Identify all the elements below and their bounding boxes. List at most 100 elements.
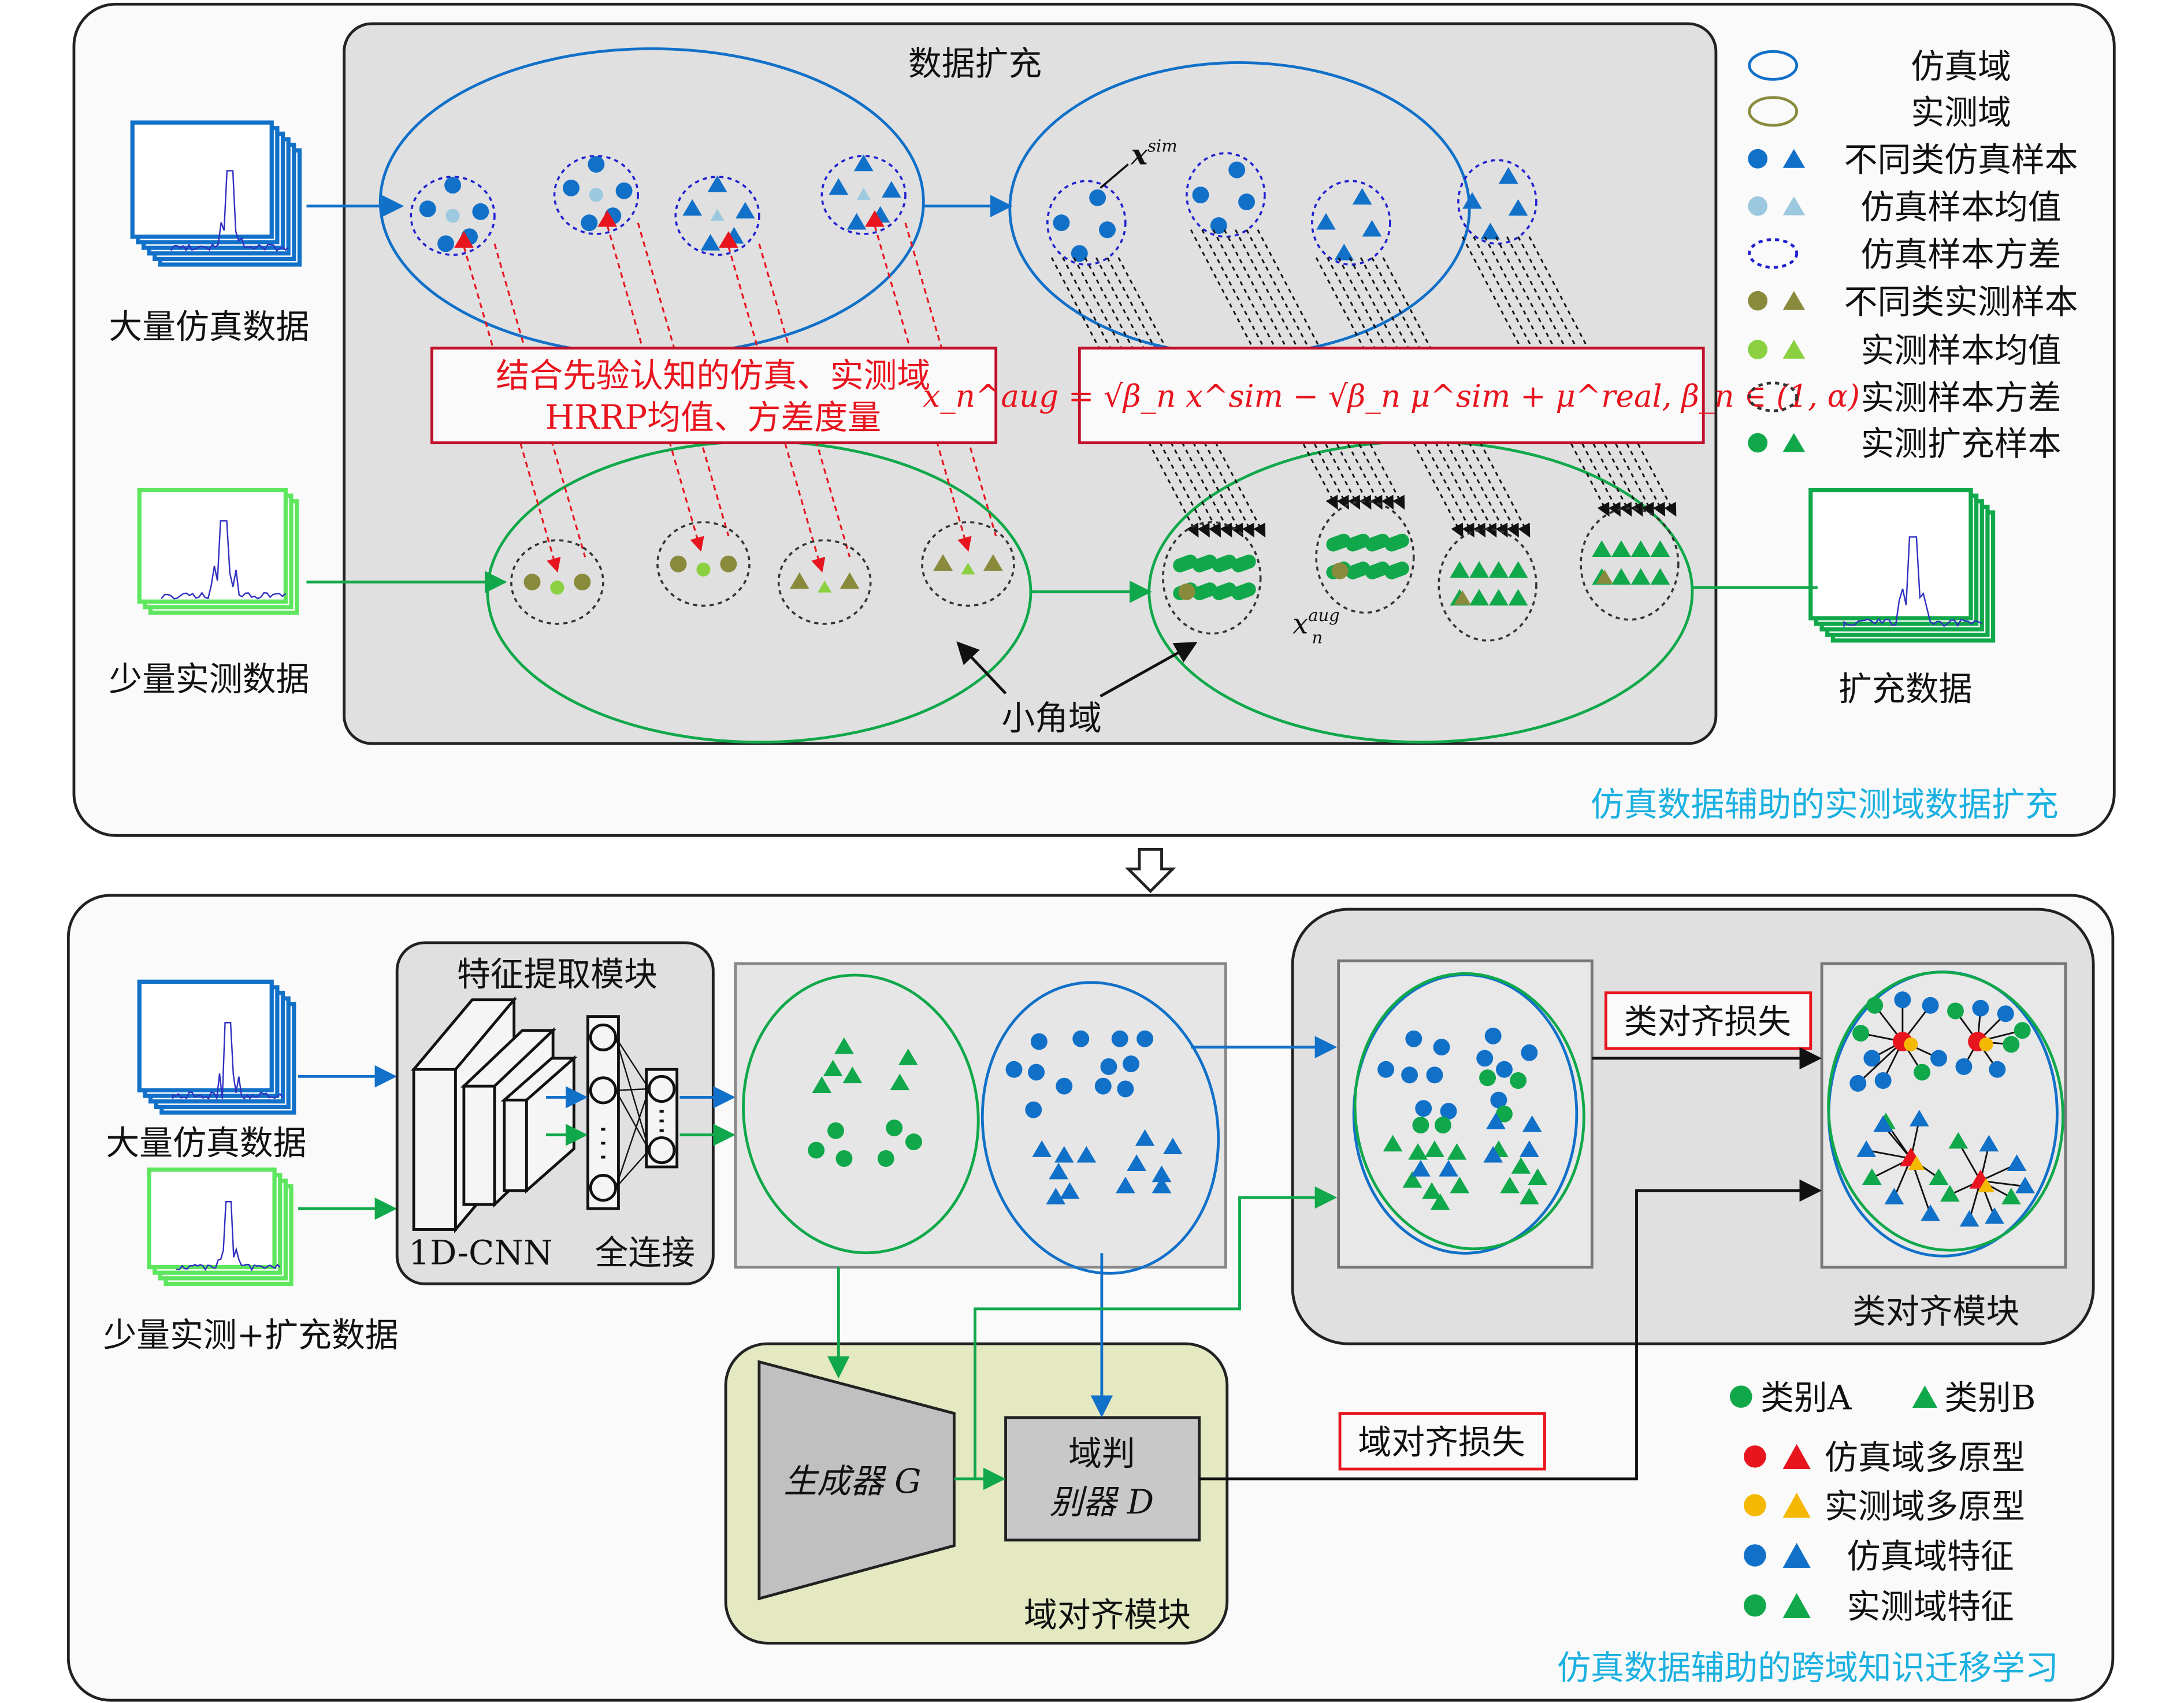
point-circle: [524, 574, 541, 590]
point-circle: [588, 156, 604, 173]
point-circle: [1510, 1072, 1526, 1089]
point-circle: [1955, 1058, 1972, 1075]
point-circle: [616, 183, 633, 199]
point-circle: [1136, 1031, 1153, 1047]
point-circle: [1412, 1117, 1429, 1133]
point-circle: [1930, 1050, 1947, 1066]
feature-module-title: 特征提取模块: [457, 955, 658, 994]
point-circle: [563, 180, 580, 196]
point-circle: [1748, 149, 1767, 169]
point-circle: [1072, 1031, 1089, 1047]
class-module-label: 类对齐模块: [1852, 1292, 2019, 1331]
point-circle: [1435, 1117, 1451, 1133]
sim-data-stack-icon: [139, 981, 294, 1113]
point-circle: [589, 188, 603, 202]
expanded-data-stack-icon: [1811, 490, 1993, 640]
point-circle: [446, 209, 460, 223]
top-panel: 数据扩充 大量仿真数据 少量实测数据 扩充数据 结合先验认知的仿真、实测域 HR…: [74, 4, 2114, 835]
point-circle: [1112, 1031, 1128, 1047]
point-circle: [1228, 162, 1245, 179]
legend-class-a: 类别A: [1760, 1378, 1852, 1417]
down-arrow-icon: [1128, 849, 1173, 891]
augmentation-formula: x_n^aug = √β_n x^sim − √β_n μ^sim + μ^re…: [923, 378, 1860, 414]
legend-sim-feature: 仿真域特征: [1847, 1537, 2014, 1576]
real-augmented-data-label: 少量实测+扩充数据: [103, 1315, 398, 1355]
legend-label: 实测域: [1911, 93, 2011, 132]
point-circle: [1997, 1005, 2014, 1022]
discriminator-label-line2: 别器 D: [1050, 1482, 1154, 1522]
point-circle: [1476, 1050, 1493, 1066]
point-circle: [1178, 583, 1195, 600]
point-circle: [1238, 194, 1255, 210]
point-circle: [1123, 1055, 1139, 1072]
point-circle: [1852, 1025, 1869, 1042]
legend-class-b: 类别B: [1944, 1378, 2036, 1417]
real-data-stack-icon: [149, 1170, 291, 1284]
point-circle: [1332, 563, 1349, 579]
cnn-label: 1D-CNN: [408, 1233, 552, 1273]
point-circle: [1405, 1031, 1422, 1047]
point-circle: [1377, 1061, 1394, 1078]
augmentation-title: 数据扩充: [908, 44, 1042, 83]
point-circle: [2003, 1036, 2019, 1053]
legend-real-feature: 实测域特征: [1847, 1587, 2014, 1626]
real-data-label: 少量实测数据: [109, 660, 309, 699]
point-circle: [581, 214, 597, 231]
point-circle: [1904, 1038, 1918, 1051]
point-circle: [1031, 1033, 1048, 1050]
generator-label: 生成器 G: [783, 1462, 921, 1501]
class-align-before-box: [1339, 961, 1592, 1267]
point-circle: [1748, 340, 1767, 359]
discriminator-label-line1: 域判: [1068, 1434, 1135, 1473]
top-caption: 仿真数据辅助的实测域数据扩充: [1591, 785, 2059, 824]
point-circle: [1748, 291, 1767, 311]
point-circle: [1053, 214, 1070, 231]
point-circle: [419, 200, 436, 217]
point-circle: [670, 556, 687, 572]
small-angle-domain-label: 小角域: [1001, 698, 1102, 738]
point-circle: [574, 574, 590, 590]
point-circle: [1028, 1064, 1045, 1081]
point-circle: [905, 1133, 922, 1150]
point-circle: [1433, 1039, 1450, 1055]
point-circle: [1989, 1061, 2005, 1078]
legend-label: 仿真域: [1911, 47, 2011, 86]
legend-label: 不同类实测样本: [1844, 282, 2078, 321]
point-circle: [1875, 1072, 1892, 1089]
bottom-panel: 大量仿真数据 少量实测+扩充数据 特征提取模块 1D-CNN 全连接: [68, 895, 2113, 1700]
point-circle: [696, 563, 710, 577]
point-circle: [472, 203, 489, 220]
legend-label: 实测样本方差: [1861, 378, 2062, 418]
point-circle: [1117, 1081, 1134, 1098]
legend-label: 不同类仿真样本: [1844, 140, 2078, 179]
point-circle: [1401, 1066, 1418, 1083]
data-frame: [139, 490, 285, 601]
point-circle: [886, 1120, 902, 1136]
legend-real-prototype: 实测域多原型: [1825, 1486, 2025, 1526]
point-circle: [1922, 997, 1939, 1014]
point-circle: [550, 581, 564, 594]
data-frame: [139, 981, 272, 1090]
point-circle: [1849, 1075, 1866, 1092]
feature-space-box: [736, 964, 1225, 1267]
point-circle: [1427, 1066, 1443, 1083]
fc-label: 全连接: [595, 1233, 695, 1273]
point-circle: [1972, 1000, 1989, 1017]
legend-sim-prototype: 仿真域多原型: [1825, 1438, 2025, 1477]
point-circle: [1415, 1100, 1432, 1117]
data-frame: [149, 1170, 274, 1267]
point-circle: [1056, 1078, 1072, 1095]
point-circle: [720, 556, 737, 572]
point-circle: [1496, 1061, 1513, 1078]
point-circle: [1748, 196, 1767, 216]
data-frame: [1811, 490, 1971, 618]
point-circle: [437, 235, 454, 252]
point-circle: [1866, 997, 1883, 1014]
point-circle: [1100, 1058, 1117, 1075]
point-circle: [1521, 1044, 1537, 1061]
legend-label: 实测样本均值: [1861, 331, 2062, 370]
point-circle: [1947, 1003, 1964, 1020]
point-circle: [1479, 1069, 1496, 1086]
class-loss-label: 类对齐损失: [1624, 1002, 1791, 1042]
